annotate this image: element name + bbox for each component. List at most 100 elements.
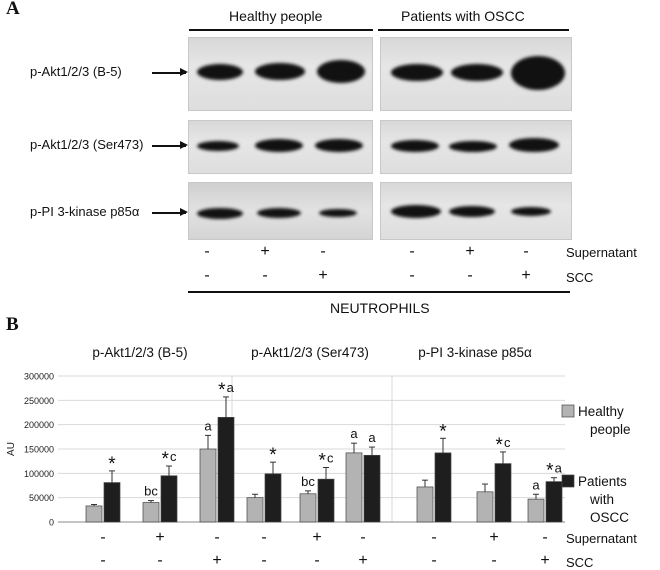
b-supernatant-sign: + xyxy=(155,529,165,546)
y-tick-label: 50000 xyxy=(29,493,54,503)
significance-label: a xyxy=(350,426,358,441)
b-scc-sign: + xyxy=(540,552,550,569)
significance-label: * xyxy=(439,421,447,442)
bar-healthy xyxy=(142,502,160,523)
legend-label-healthy: people xyxy=(590,422,631,437)
b-supernatant-label: Supernatant xyxy=(566,531,637,546)
b-scc-sign: + xyxy=(212,552,222,569)
significance-label: *c xyxy=(496,435,511,456)
legend-swatch-healthy xyxy=(561,404,575,418)
a-supernatant-sign: - xyxy=(523,243,529,260)
b-supernatant-sign: - xyxy=(360,529,366,546)
b-scc-sign: - xyxy=(157,552,163,569)
bar-healthy xyxy=(246,497,264,523)
b-supernatant-sign: - xyxy=(431,529,437,546)
row-label-pi3k: p-PI 3-kinase p85α xyxy=(30,204,140,219)
legend-label-patients: OSCC xyxy=(590,510,629,525)
bar-patients xyxy=(103,482,121,523)
b-supernatant-sign: - xyxy=(100,529,106,546)
header-line-patients xyxy=(378,29,569,31)
bar-healthy xyxy=(199,448,217,523)
significance-label: a xyxy=(368,430,376,445)
y-tick-label: 150000 xyxy=(24,445,54,455)
significance-label: * xyxy=(108,454,116,475)
legend-label-patients: Patients xyxy=(578,474,627,489)
panel-a-letter: A xyxy=(6,0,20,19)
blot-akt-ser473-healthy xyxy=(188,120,373,174)
neutrophils-label: NEUTROPHILS xyxy=(330,300,430,316)
bar-healthy xyxy=(476,491,494,523)
y-tick-label: 0 xyxy=(49,518,54,528)
bar-healthy xyxy=(345,452,363,523)
panel-title: p-PI 3-kinase p85α xyxy=(418,345,532,360)
legend-label-patients: with xyxy=(589,492,614,507)
legend-label-healthy: Healthy xyxy=(578,404,624,419)
arrow-icon xyxy=(152,142,188,148)
significance-label: bc xyxy=(144,484,158,499)
y-tick-label: 300000 xyxy=(24,372,54,382)
panel-title: p-Akt1/2/3 (B-5) xyxy=(92,345,187,360)
b-supernatant-sign: - xyxy=(261,529,267,546)
significance-label: * xyxy=(269,445,277,466)
a-supernatant-sign: - xyxy=(320,243,326,260)
a-supernatant-sign: + xyxy=(260,243,270,260)
header-line-healthy xyxy=(189,29,373,31)
bar-patients xyxy=(545,481,563,523)
significance-label: *c xyxy=(319,450,334,471)
bar-patients xyxy=(434,452,452,523)
row-label-akt-b5: p-Akt1/2/3 (B-5) xyxy=(30,64,122,79)
bar-patients xyxy=(217,417,235,523)
neutrophils-line xyxy=(188,291,570,293)
a-scc-label: SCC xyxy=(566,270,594,285)
significance-label: a xyxy=(532,477,540,492)
header-patients: Patients with OSCC xyxy=(401,8,525,24)
bar-healthy xyxy=(416,486,434,523)
b-supernatant-sign: - xyxy=(214,529,220,546)
significance-label: *a xyxy=(218,380,234,401)
b-scc-sign: - xyxy=(314,552,320,569)
b-supernatant-sign: + xyxy=(489,529,499,546)
significance-label: *a xyxy=(546,461,562,482)
a-scc-sign: + xyxy=(521,267,531,284)
blot-pi3k-patients xyxy=(380,182,572,240)
panel-title: p-Akt1/2/3 (Ser473) xyxy=(251,345,369,360)
bar-patients xyxy=(494,463,512,523)
y-axis-label: AU xyxy=(6,442,17,456)
b-scc-sign: + xyxy=(358,552,368,569)
significance-label: *c xyxy=(162,449,177,470)
arrow-icon xyxy=(152,69,188,75)
significance-label: a xyxy=(204,418,212,433)
y-tick-label: 250000 xyxy=(24,396,54,406)
b-scc-sign: - xyxy=(100,552,106,569)
legend-swatch-patients xyxy=(561,474,575,488)
b-supernatant-sign: - xyxy=(542,529,548,546)
b-scc-label: SCC xyxy=(566,555,594,570)
a-scc-sign: - xyxy=(467,267,473,284)
row-label-akt-ser473: p-Akt1/2/3 (Ser473) xyxy=(30,137,144,152)
a-scc-sign: - xyxy=(204,267,210,284)
blot-akt-ser473-patients xyxy=(380,120,572,174)
blot-pi3k-healthy xyxy=(188,182,373,240)
bar-patients xyxy=(317,478,335,523)
a-supernatant-sign: + xyxy=(465,243,475,260)
a-supernatant-label: Supernatant xyxy=(566,245,637,260)
blot-akt-b5-healthy xyxy=(188,37,373,111)
b-scc-sign: - xyxy=(261,552,267,569)
header-healthy: Healthy people xyxy=(229,8,323,24)
a-supernatant-sign: - xyxy=(204,243,210,260)
b-scc-sign: - xyxy=(491,552,497,569)
a-scc-sign: - xyxy=(409,267,415,284)
y-tick-label: 100000 xyxy=(24,469,54,479)
arrow-icon xyxy=(152,209,188,215)
b-supernatant-sign: + xyxy=(312,529,322,546)
a-supernatant-sign: - xyxy=(409,243,415,260)
bar-patients xyxy=(160,475,178,523)
panel-b-letter: B xyxy=(6,314,19,335)
a-scc-sign: + xyxy=(318,267,328,284)
b-scc-sign: - xyxy=(431,552,437,569)
bar-patients xyxy=(363,454,381,523)
bar-healthy xyxy=(299,493,317,523)
a-scc-sign: - xyxy=(262,267,268,284)
bar-patients xyxy=(264,473,282,523)
